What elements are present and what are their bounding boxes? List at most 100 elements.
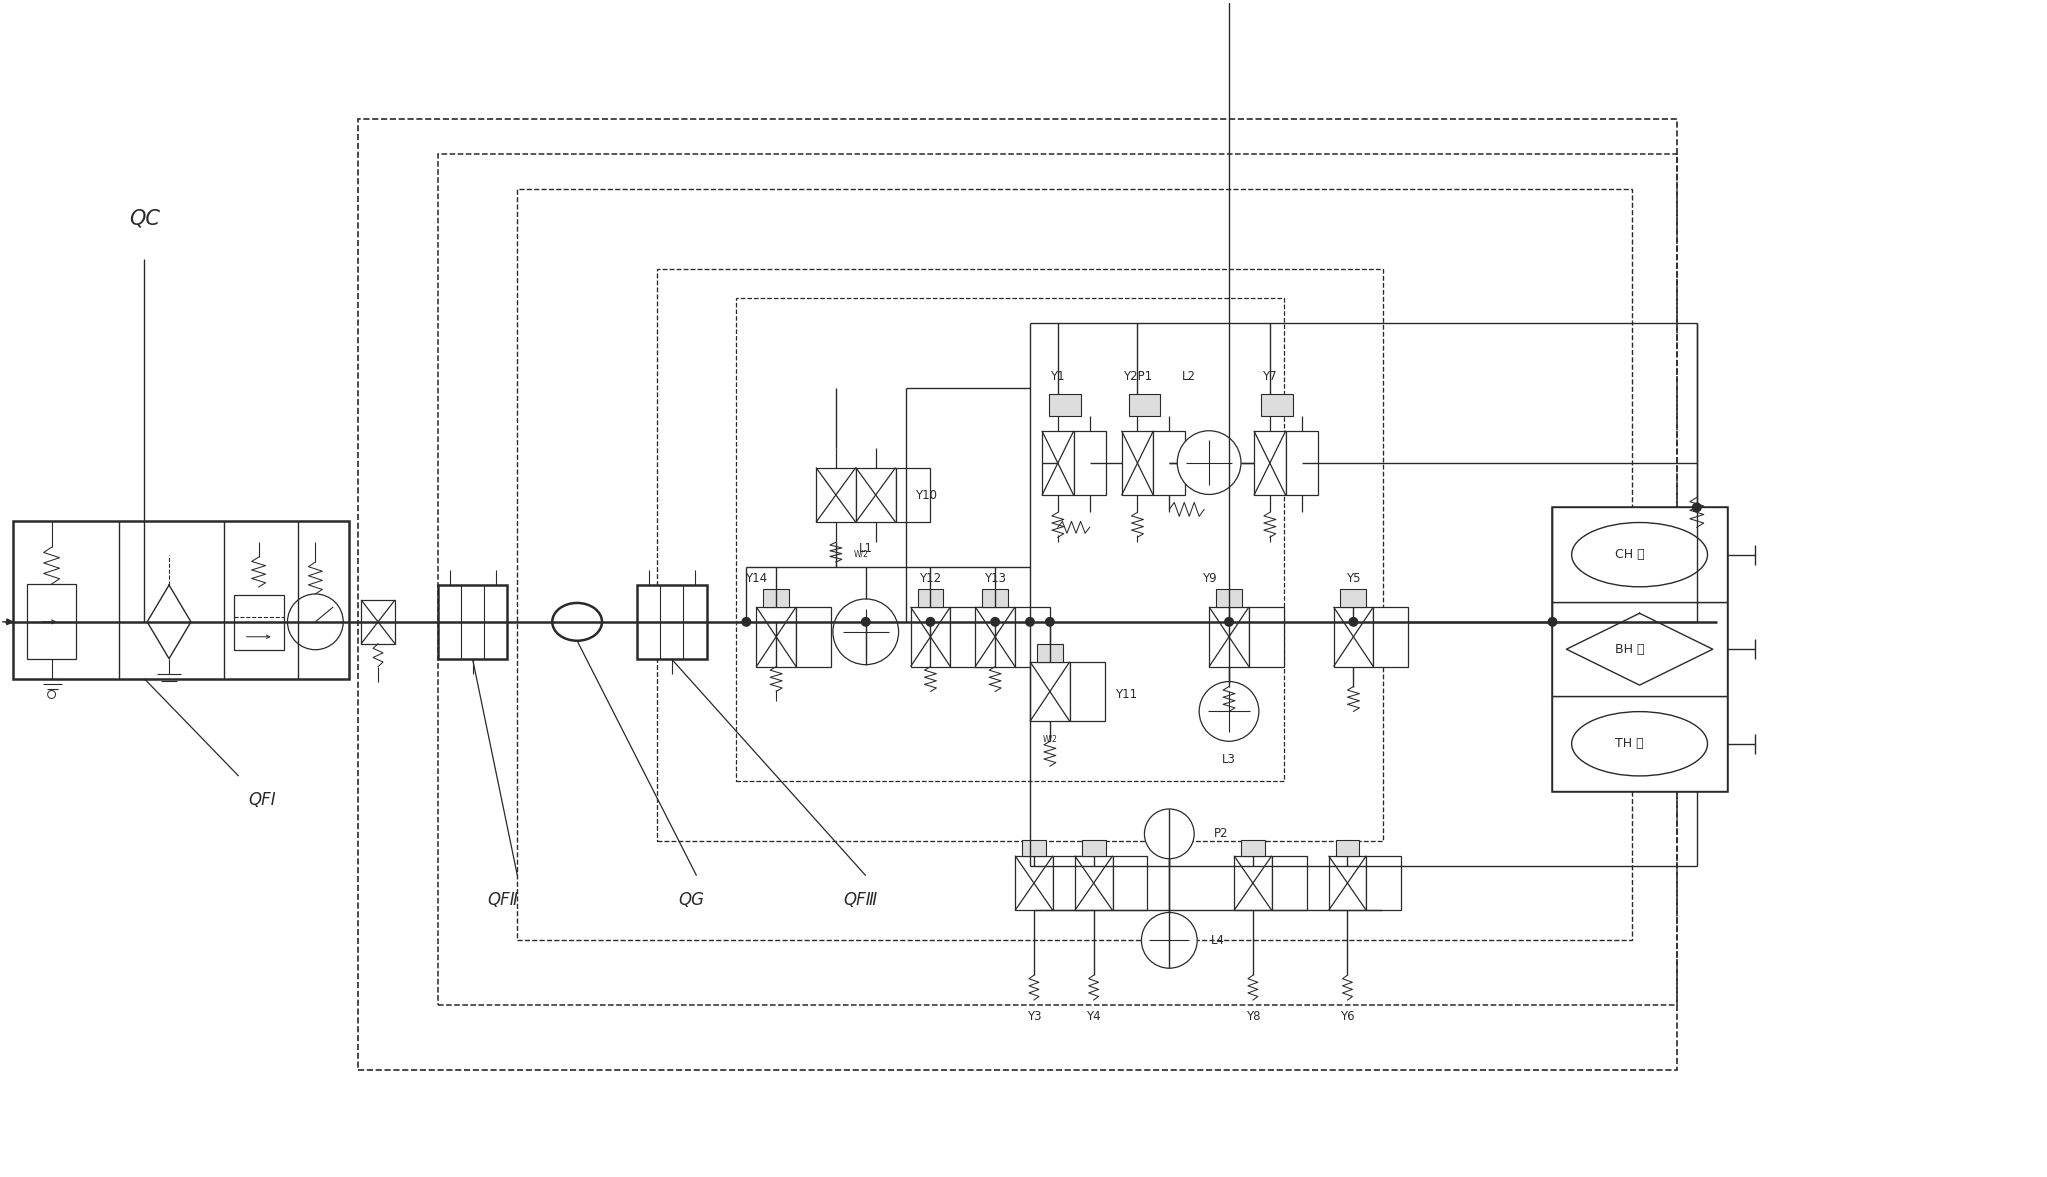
Bar: [637, 585, 706, 659]
Text: Y7: Y7: [1263, 370, 1277, 383]
Ellipse shape: [1572, 523, 1707, 587]
Bar: [737, 299, 1283, 782]
Bar: [897, 467, 931, 523]
Text: Y13: Y13: [985, 572, 1007, 585]
Bar: [1333, 607, 1374, 666]
Bar: [796, 607, 831, 666]
Bar: [27, 584, 76, 659]
Bar: [1015, 856, 1052, 911]
Bar: [755, 607, 796, 666]
Text: Y5: Y5: [1347, 572, 1361, 585]
Bar: [856, 467, 897, 523]
Bar: [1075, 431, 1105, 496]
Bar: [1341, 588, 1367, 607]
Text: Y3: Y3: [1028, 1010, 1042, 1023]
Bar: [12, 521, 350, 679]
Bar: [1071, 661, 1105, 722]
Circle shape: [1026, 617, 1036, 627]
Text: L1: L1: [860, 543, 872, 556]
Bar: [817, 467, 856, 523]
Bar: [1216, 588, 1243, 607]
Bar: [657, 268, 1384, 840]
Circle shape: [741, 617, 751, 627]
Bar: [1286, 431, 1318, 496]
Bar: [1271, 856, 1306, 911]
Bar: [1128, 394, 1161, 415]
Text: Y11: Y11: [1114, 689, 1136, 701]
Bar: [1374, 607, 1408, 666]
Bar: [1249, 607, 1283, 666]
Ellipse shape: [1572, 712, 1707, 776]
Text: Y9: Y9: [1202, 572, 1216, 585]
Bar: [1042, 431, 1075, 496]
Text: TH 涡: TH 涡: [1615, 737, 1644, 750]
Bar: [1021, 840, 1046, 856]
Text: Y10: Y10: [915, 488, 938, 501]
Text: QC: QC: [129, 208, 160, 228]
Bar: [360, 600, 395, 644]
Bar: [1038, 644, 1062, 661]
Ellipse shape: [553, 603, 602, 640]
Bar: [358, 119, 1676, 1070]
Circle shape: [1548, 617, 1558, 627]
Bar: [1552, 697, 1728, 791]
Bar: [1234, 856, 1271, 911]
Circle shape: [1026, 617, 1036, 627]
Text: QG: QG: [678, 891, 704, 909]
Bar: [1335, 840, 1359, 856]
Circle shape: [991, 617, 1001, 627]
Bar: [1240, 840, 1265, 856]
Bar: [438, 154, 1676, 1005]
Bar: [1552, 601, 1728, 697]
Circle shape: [1142, 912, 1197, 969]
Bar: [1081, 840, 1105, 856]
Bar: [764, 588, 788, 607]
Circle shape: [1044, 617, 1054, 627]
Bar: [911, 607, 950, 666]
Bar: [1210, 607, 1249, 666]
Text: Y2P1: Y2P1: [1124, 370, 1152, 383]
Bar: [1261, 394, 1294, 415]
Circle shape: [47, 691, 55, 698]
Circle shape: [1144, 809, 1193, 859]
Text: CH 压: CH 压: [1615, 548, 1644, 561]
Circle shape: [1200, 681, 1259, 742]
Bar: [1075, 856, 1114, 911]
Text: QFⅡ: QFⅡ: [487, 891, 518, 909]
Bar: [1329, 856, 1367, 911]
Bar: [1114, 856, 1148, 911]
Bar: [438, 585, 508, 659]
Circle shape: [1349, 617, 1359, 627]
Bar: [974, 607, 1015, 666]
Bar: [1052, 856, 1087, 911]
Bar: [518, 188, 1631, 940]
Text: W/2: W/2: [854, 550, 868, 558]
Text: BH 核: BH 核: [1615, 643, 1644, 656]
Bar: [233, 594, 282, 650]
Circle shape: [1224, 617, 1234, 627]
Bar: [1152, 431, 1185, 496]
Circle shape: [1691, 617, 1701, 627]
Bar: [1552, 507, 1728, 791]
Circle shape: [1177, 431, 1240, 494]
Text: Y8: Y8: [1247, 1010, 1261, 1023]
Text: QFⅢ: QFⅢ: [843, 891, 878, 909]
Bar: [1030, 661, 1071, 722]
Bar: [950, 607, 989, 666]
Text: L2: L2: [1183, 370, 1195, 383]
Text: L3: L3: [1222, 753, 1236, 766]
Bar: [1122, 431, 1152, 496]
Bar: [1255, 431, 1286, 496]
Text: W/2: W/2: [1042, 734, 1058, 744]
Circle shape: [287, 594, 344, 650]
Text: QFⅠ: QFⅠ: [248, 791, 276, 809]
Text: Y6: Y6: [1341, 1010, 1355, 1023]
Text: P2: P2: [1214, 827, 1228, 840]
Text: Y14: Y14: [745, 572, 768, 585]
Bar: [917, 588, 944, 607]
Bar: [1552, 507, 1728, 601]
Bar: [1015, 607, 1050, 666]
Bar: [1048, 394, 1081, 415]
Circle shape: [1691, 503, 1701, 512]
Circle shape: [925, 617, 935, 627]
